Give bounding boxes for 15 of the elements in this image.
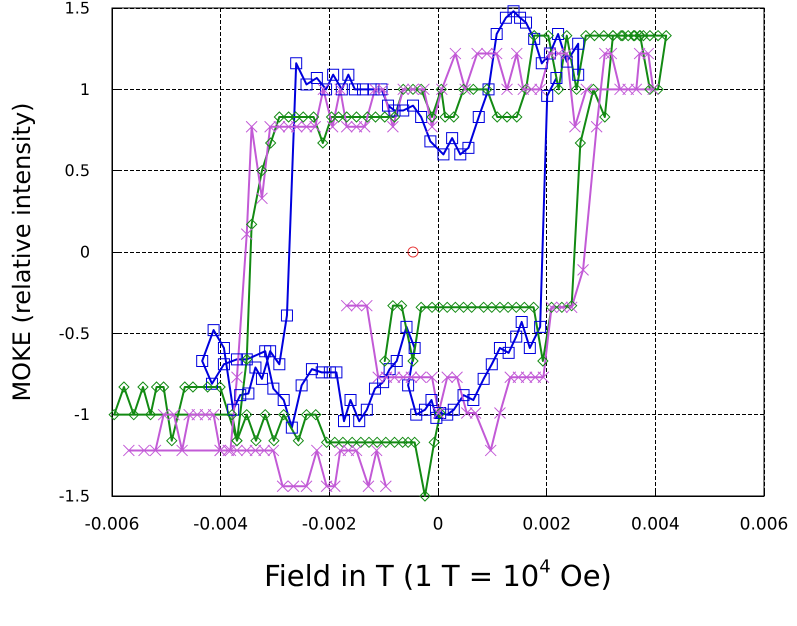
x-tick-label: 0.004 [630, 514, 680, 534]
x-tick-label: -0.004 [193, 514, 248, 534]
y-axis-title: MOKE (relative intensity) [8, 102, 36, 402]
y-tick-label: -1.5 [58, 486, 90, 506]
y-tick-label: 0 [80, 242, 90, 262]
x-tick-label: 0.002 [522, 514, 572, 534]
y-tick-label: 1.5 [64, 0, 90, 18]
y-tick-label: -0.5 [58, 324, 90, 343]
x-tick-label: -0.006 [84, 514, 140, 534]
x-tick-label: 0 [432, 514, 444, 534]
x-tick-label: -0.002 [302, 514, 357, 534]
y-tick-label: 1 [80, 80, 90, 99]
x-tick-label: 0.006 [740, 514, 788, 534]
y-tick-label: 0.5 [64, 161, 90, 180]
y-tick-label: -1 [74, 405, 90, 424]
